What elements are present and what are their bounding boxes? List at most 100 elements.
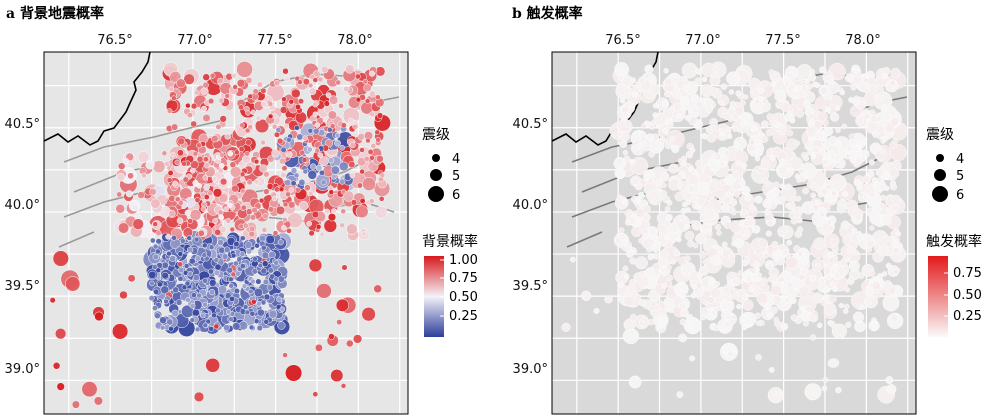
earthquake-point [279,106,288,114]
earthquake-point [692,108,699,114]
earthquake-point [355,205,369,219]
earthquake-point [148,295,155,302]
earthquake-point [885,262,892,269]
size-legend-dot-5 [934,169,946,181]
earthquake-point [829,112,840,122]
earthquake-point [193,89,200,96]
earthquake-point [164,160,170,167]
earthquake-point [752,225,761,234]
earthquake-point [253,178,260,185]
earthquake-point [835,386,842,394]
earthquake-point [250,109,257,116]
color-legend-label: 0.50 [953,288,982,303]
earthquake-point [282,217,288,223]
earthquake-point [615,237,622,244]
earthquake-point [811,315,817,322]
earthquake-point [756,292,769,305]
earthquake-point [233,287,240,295]
earthquake-point [673,249,680,257]
earthquake-point [754,139,761,145]
y-tick-label: 40.0° [5,198,40,213]
earthquake-point [197,229,205,237]
earthquake-point [761,120,769,129]
earthquake-point [616,196,622,202]
earthquake-point [890,67,901,78]
earthquake-point [802,320,809,327]
earthquake-point [729,255,735,262]
earthquake-point [316,117,324,125]
earthquake-point [340,208,346,215]
earthquake-point [207,268,214,275]
earthquake-point [753,260,760,268]
earthquake-point [81,381,98,398]
earthquake-point [748,247,755,255]
earthquake-point [152,160,166,174]
earthquake-point [871,317,877,323]
earthquake-point [357,132,366,141]
earthquake-point [770,284,782,296]
earthquake-point [874,93,884,103]
earthquake-point [787,282,793,288]
earthquake-point [319,169,325,176]
earthquake-point [359,147,365,153]
earthquake-point [291,88,301,99]
earthquake-point [819,66,827,74]
earthquake-point [664,90,671,98]
earthquake-point [202,174,209,181]
earthquake-point [117,162,126,170]
earthquake-point [697,273,703,280]
earthquake-point [236,78,246,88]
earthquake-point [724,150,730,156]
earthquake-point [336,319,343,326]
earthquake-point [836,203,847,214]
earthquake-point [223,324,230,332]
earthquake-point [889,110,896,116]
earthquake-point [754,312,761,319]
earthquake-point [662,127,668,134]
earthquake-point [698,265,709,276]
earthquake-point [830,154,836,161]
earthquake-point [239,263,246,270]
earthquake-point [161,261,169,269]
earthquake-point [188,257,196,265]
earthquake-point [728,89,735,95]
earthquake-point [889,164,895,171]
earthquake-point [174,159,181,166]
earthquake-point [263,319,269,325]
earthquake-point [715,259,721,265]
earthquake-point [141,172,147,179]
earthquake-point [379,172,386,179]
x-tick-label: 76.5° [97,33,132,48]
earthquake-point [620,239,628,247]
earthquake-point [171,123,179,131]
earthquake-point [208,288,216,296]
earthquake-point [647,254,654,261]
earthquake-point [881,104,889,112]
earthquake-point [177,275,184,282]
earthquake-point [713,325,719,332]
earthquake-point [653,304,661,312]
earthquake-point [170,151,176,158]
earthquake-point [330,165,340,175]
earthquake-point [302,168,309,175]
earthquake-point [696,101,704,108]
earthquake-point [718,128,725,135]
earthquake-point [740,120,747,127]
earthquake-point [307,82,314,89]
earthquake-point [762,98,769,105]
earthquake-point [282,201,289,208]
earthquake-point [714,281,721,287]
earthquake-point [186,112,193,119]
earthquake-point [724,321,731,328]
earthquake-point [757,87,764,95]
earthquake-point [267,206,275,213]
earthquake-point [667,223,679,234]
earthquake-point [624,121,631,128]
earthquake-point [376,155,384,163]
earthquake-point [785,124,791,131]
earthquake-point [804,142,812,151]
earthquake-point [320,179,327,186]
earthquake-point [634,182,643,191]
earthquake-point [747,220,754,226]
earthquake-point [166,250,172,257]
